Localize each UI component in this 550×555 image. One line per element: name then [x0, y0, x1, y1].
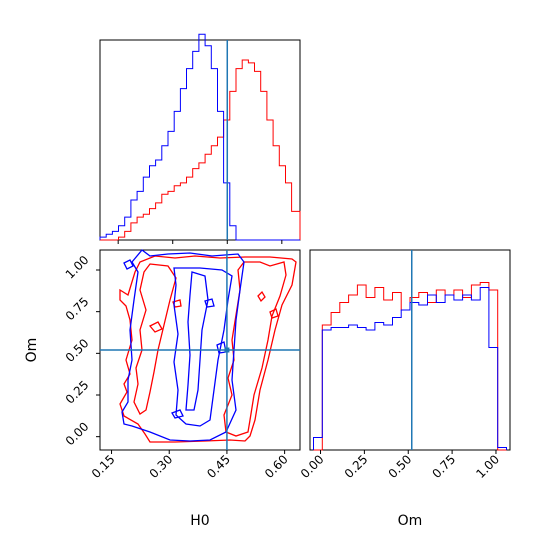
red-contour-island-2	[148, 321, 163, 333]
panel-hist-h0	[99, 33, 301, 241]
hist-om-x-tick-label: 0.50	[386, 452, 415, 481]
blue-contour-middle	[173, 267, 233, 427]
joint-x-tick-label: 0.30	[147, 452, 176, 481]
joint-contours-red	[119, 255, 297, 443]
red-contour-inner-left	[133, 263, 177, 415]
hist-om-x-tick-label: 0.00	[298, 452, 327, 481]
blue-contour-island-2	[204, 298, 215, 308]
joint-x-ticks: 0.15 0.30 0.45 0.60	[89, 450, 291, 481]
blue-contour-island-1	[123, 259, 134, 270]
blue-contour-outer	[121, 249, 245, 442]
panel-hist-om: 0.00 0.25 0.50 0.75 1.00 Om	[298, 249, 511, 529]
joint-y-tick-label: 1.00	[63, 253, 92, 282]
hist-om-x-ticks: 0.00 0.25 0.50 0.75 1.00	[298, 450, 502, 481]
blue-contour-inner-core	[185, 271, 209, 411]
joint-truth-marker	[224, 347, 230, 353]
joint-y-tick-label: 0.00	[63, 419, 92, 448]
red-contour-island-3	[269, 308, 279, 319]
hist-h0-frame	[99, 39, 301, 241]
red-contour-inner-right	[223, 261, 287, 437]
joint-y-tick-label: 0.50	[63, 336, 92, 365]
joint-y-tick-label: 0.75	[63, 294, 92, 323]
joint-x-tick-label: 0.60	[262, 452, 291, 481]
hist-h0-series-blue	[99, 33, 300, 241]
joint-y-ticks: 0.00 0.25 0.50 0.75 1.00	[63, 253, 100, 448]
joint-x-axis-label: H0	[190, 513, 209, 529]
hist-om-x-tick-label: 1.00	[473, 452, 502, 481]
red-contour-outer	[119, 255, 297, 443]
hist-om-series-blue	[313, 287, 507, 450]
red-contour-island-1	[257, 290, 266, 303]
joint-x-tick-label: 0.45	[204, 452, 233, 481]
hist-h0-series-red	[100, 59, 301, 241]
hist-om-x-axis-label: Om	[398, 513, 423, 529]
joint-x-tick-label: 0.15	[89, 452, 118, 481]
blue-contour-island-3	[171, 409, 184, 419]
hist-om-frame	[309, 249, 511, 451]
joint-y-tick-label: 0.25	[63, 378, 92, 407]
joint-y-axis-label: Om	[24, 338, 40, 363]
hist-om-x-tick-label: 0.75	[429, 452, 458, 481]
hist-h0-x-ticks	[117, 240, 283, 244]
panel-joint: 0.15 0.30 0.45 0.60 0.00 0.25 0.50 0.75 1.00 H0…	[24, 249, 301, 529]
hist-om-x-tick-label: 0.25	[342, 452, 371, 481]
